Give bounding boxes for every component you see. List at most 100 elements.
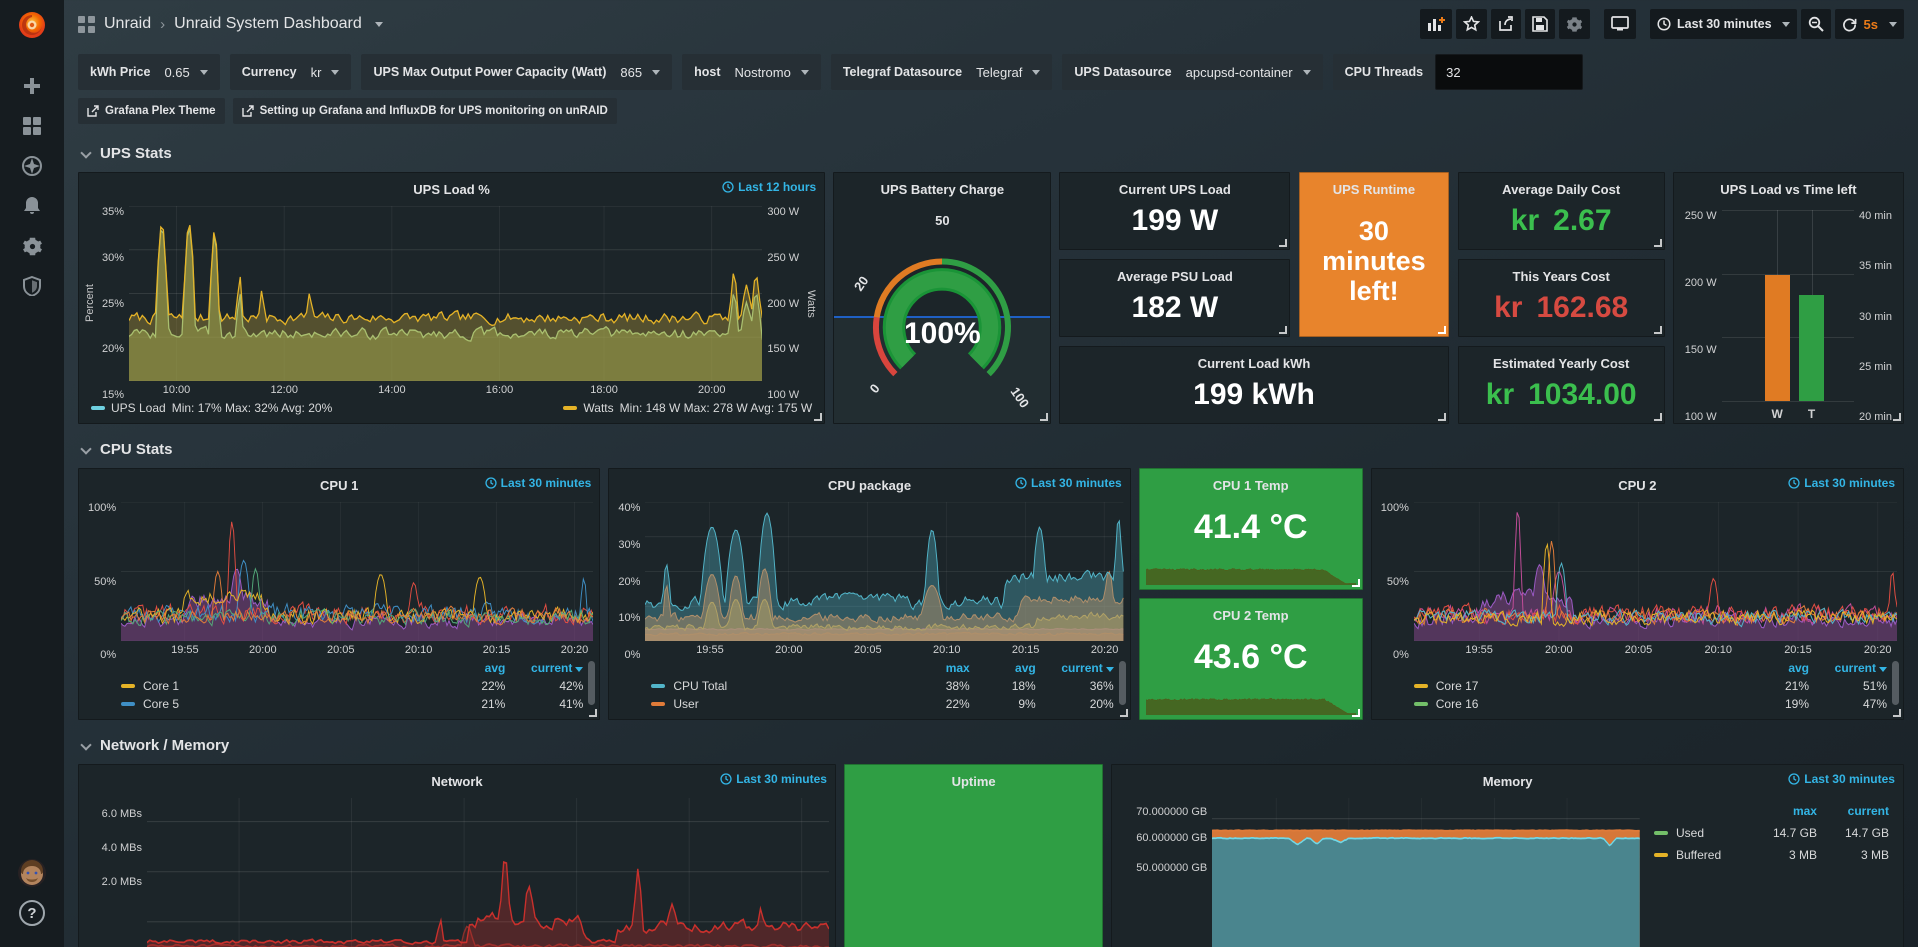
- panel-title[interactable]: Uptime: [951, 773, 996, 789]
- legend-col-current[interactable]: current: [1036, 661, 1114, 675]
- variable-value[interactable]: apcupsd-container: [1185, 64, 1293, 80]
- help-icon[interactable]: ?: [12, 893, 52, 933]
- legend-series-name[interactable]: Buffered: [1675, 848, 1722, 862]
- variable-value[interactable]: Nostromo: [734, 64, 791, 80]
- panel-title[interactable]: CPU 2 Temp: [1212, 607, 1289, 623]
- add-panel-button[interactable]: [1420, 9, 1453, 39]
- panel-time-range[interactable]: Last 12 hours: [722, 180, 816, 194]
- legend-col-max[interactable]: max: [945, 661, 970, 675]
- variable-ups-datasource[interactable]: UPS Datasource apcupsd-container: [1062, 54, 1323, 90]
- legend-col-avg[interactable]: avg: [1788, 661, 1809, 675]
- panel-title[interactable]: Current Load kWh: [1197, 355, 1311, 371]
- legend-series-name[interactable]: UPS Load: [111, 401, 166, 415]
- legend-series-name[interactable]: Watts: [583, 401, 614, 415]
- create-plus-icon[interactable]: [12, 66, 52, 106]
- legend-col-max[interactable]: max: [1792, 804, 1817, 818]
- ups-load-chart[interactable]: 10:00 12:00 14:00 16:00 18:00 20:00: [129, 206, 763, 396]
- cpu1-temp-sparkline: [1145, 533, 1356, 585]
- legend-scrollbar[interactable]: [588, 661, 596, 705]
- legend-series-name[interactable]: Used: [1675, 826, 1704, 840]
- variable-value[interactable]: kr: [310, 64, 322, 80]
- dashboard-settings-button[interactable]: [1559, 9, 1591, 39]
- panel-title[interactable]: UPS Runtime: [1332, 181, 1416, 197]
- star-button[interactable]: [1456, 9, 1488, 39]
- grafana-logo-icon[interactable]: [17, 10, 47, 40]
- variable-value[interactable]: 0.65: [164, 64, 190, 80]
- panel-title[interactable]: CPU 1: [320, 477, 359, 493]
- bar-T[interactable]: [1799, 295, 1825, 401]
- user-avatar[interactable]: [12, 853, 52, 893]
- dashboards-icon[interactable]: [12, 106, 52, 146]
- legend-col-current[interactable]: current: [1847, 804, 1889, 818]
- explore-compass-icon[interactable]: [12, 146, 52, 186]
- configuration-gear-icon[interactable]: [12, 226, 52, 266]
- legend-series-name[interactable]: Core 5: [143, 697, 180, 711]
- memory-chart[interactable]: [1212, 798, 1640, 947]
- panel-title[interactable]: UPS Load vs Time left: [1720, 181, 1857, 197]
- panel-title[interactable]: This Years Cost: [1512, 268, 1610, 284]
- legend-series-name[interactable]: CPU Total: [673, 679, 728, 693]
- bar-W[interactable]: [1764, 274, 1790, 401]
- link-grafana-plex-theme[interactable]: Grafana Plex Theme: [78, 98, 225, 124]
- legend-scrollbar[interactable]: [1892, 661, 1899, 705]
- dashboard-caret-icon[interactable]: [374, 21, 383, 27]
- cpu1-chart[interactable]: 19:55 20:00 20:05 20:10 20:15 20:20: [121, 502, 594, 656]
- variable-value[interactable]: 865: [620, 64, 643, 80]
- legend-series-name[interactable]: User: [673, 697, 699, 711]
- panel-time-range[interactable]: Last 30 minutes: [1788, 476, 1895, 490]
- alerting-bell-icon[interactable]: [12, 186, 52, 226]
- legend-col-avg[interactable]: avg: [1015, 661, 1036, 675]
- panel-time-range[interactable]: Last 30 minutes: [485, 476, 591, 490]
- legend-col-current[interactable]: current: [505, 661, 584, 675]
- panel-title[interactable]: Estimated Yearly Cost: [1493, 355, 1630, 371]
- cpu-threads-input[interactable]: [1435, 54, 1584, 90]
- panel-ups-battery-charge: UPS Battery Charge 100% 0 20 50: [833, 172, 1052, 424]
- section-network-memory[interactable]: Network / Memory: [78, 730, 1904, 760]
- panel-title[interactable]: Average Daily Cost: [1502, 181, 1621, 197]
- section-cpu-stats[interactable]: CPU Stats: [78, 434, 1904, 464]
- link-ups-monitoring-guide[interactable]: Setting up Grafana and InfluxDB for UPS …: [232, 98, 617, 124]
- refresh-caret-icon[interactable]: [1889, 21, 1897, 27]
- section-ups-stats[interactable]: UPS Stats: [78, 138, 1904, 168]
- variable-host[interactable]: host Nostromo: [682, 54, 821, 90]
- save-button[interactable]: [1525, 9, 1556, 39]
- panel-title[interactable]: CPU 2: [1618, 477, 1657, 493]
- breadcrumb-dashboard-title[interactable]: Unraid System Dashboard: [174, 15, 362, 32]
- network-chart[interactable]: [147, 798, 829, 947]
- panel-time-range[interactable]: Last 30 minutes: [720, 772, 827, 786]
- variable-kwh-price[interactable]: kWh Price 0.65: [78, 54, 220, 90]
- zoom-out-button[interactable]: [1800, 9, 1831, 39]
- legend-series-name[interactable]: Core 1: [143, 679, 180, 693]
- cpu2-chart[interactable]: 19:55 20:00 20:05 20:10 20:15 20:20: [1413, 502, 1897, 656]
- panel-time-range[interactable]: Last 30 minutes: [1015, 476, 1122, 490]
- refresh-button[interactable]: 5s: [1834, 9, 1904, 39]
- variable-value[interactable]: Telegraf: [976, 64, 1023, 80]
- variable-telegraf-datasource[interactable]: Telegraf Datasource Telegraf: [830, 54, 1053, 90]
- breadcrumb-app[interactable]: Unraid: [104, 15, 152, 32]
- variable-currency[interactable]: Currency kr: [229, 54, 352, 90]
- legend-series-name[interactable]: Core 17: [1435, 679, 1479, 693]
- legend-series-name[interactable]: Core 16: [1435, 697, 1479, 711]
- panel-title[interactable]: UPS Load %: [413, 181, 490, 197]
- cycle-view-button[interactable]: [1604, 9, 1637, 39]
- share-button[interactable]: [1491, 9, 1522, 39]
- panel-title[interactable]: Current UPS Load: [1118, 181, 1231, 197]
- panel-title[interactable]: CPU 1 Temp: [1212, 477, 1289, 493]
- time-range-picker[interactable]: Last 30 minutes: [1650, 9, 1797, 39]
- panel-time-range[interactable]: Last 30 minutes: [1788, 772, 1895, 786]
- panel-title[interactable]: Network: [431, 773, 483, 789]
- panel-title[interactable]: Memory: [1482, 773, 1533, 789]
- cpu-package-chart[interactable]: 19:55 20:00 20:05 20:10 20:15 20:20: [645, 502, 1124, 656]
- apps-grid-icon[interactable]: [78, 15, 95, 33]
- legend-col-avg[interactable]: avg: [484, 661, 506, 675]
- panel-title[interactable]: Average PSU Load: [1116, 268, 1233, 284]
- stat-value: 43.6 °C: [1193, 638, 1308, 676]
- legend-scrollbar[interactable]: [1118, 661, 1126, 705]
- legend-col-current[interactable]: current: [1809, 661, 1887, 675]
- variable-ups-max-output[interactable]: UPS Max Output Power Capacity (Watt) 865: [361, 54, 673, 90]
- panel-title[interactable]: UPS Battery Charge: [880, 181, 1005, 197]
- refresh-interval-label[interactable]: 5s: [1863, 16, 1878, 32]
- admin-shield-icon[interactable]: [12, 266, 52, 306]
- panel-title[interactable]: CPU package: [827, 477, 912, 493]
